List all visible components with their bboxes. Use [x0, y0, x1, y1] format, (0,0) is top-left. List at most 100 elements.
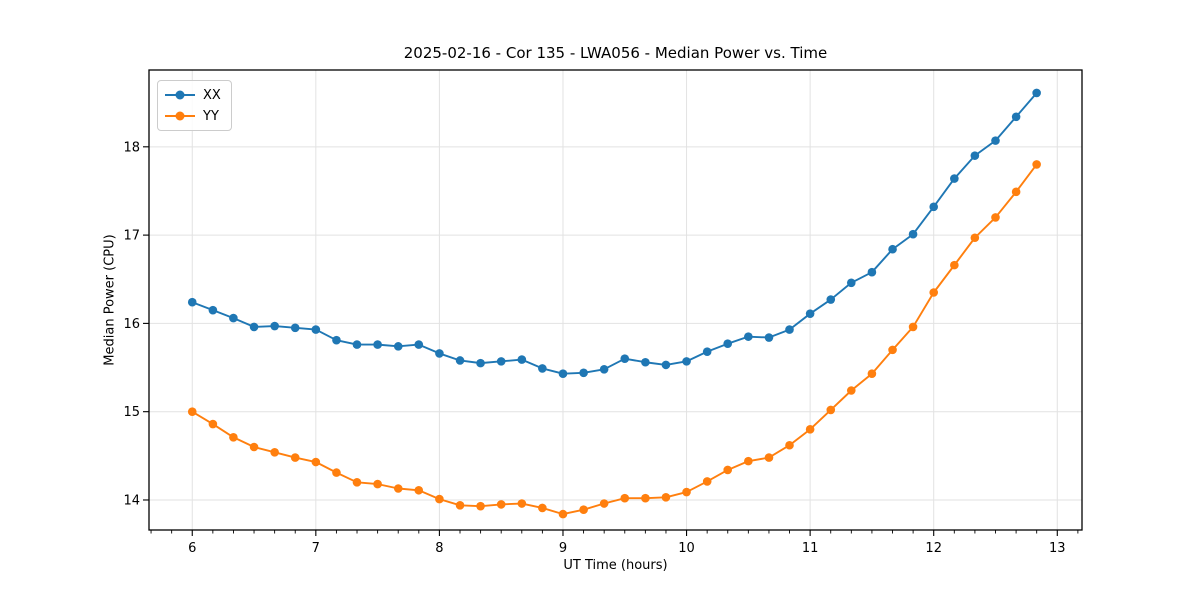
data-point-xx — [908, 229, 918, 239]
data-point-xx — [187, 297, 197, 307]
data-point-xx — [744, 332, 753, 341]
data-point-xx — [414, 340, 424, 349]
data-point-yy — [538, 503, 547, 513]
data-point-yy — [373, 479, 382, 489]
data-point-yy — [208, 419, 218, 429]
chart-title: 2025-02-16 - Cor 135 - LWA056 - Median P… — [403, 44, 828, 62]
data-point-xx — [373, 340, 382, 349]
data-point-xx — [435, 349, 444, 358]
y-tick-label: 16 — [123, 317, 140, 332]
data-point-xx — [1032, 88, 1041, 98]
data-point-yy — [311, 457, 321, 467]
x-tick-label: 8 — [435, 541, 443, 556]
legend-marker-icon — [165, 90, 195, 100]
data-point-yy — [764, 453, 774, 462]
data-point-xx — [682, 357, 691, 366]
data-point-xx — [929, 202, 939, 212]
data-point-yy — [826, 405, 836, 415]
data-point-yy — [435, 494, 444, 504]
data-point-yy — [991, 213, 1000, 222]
data-point-xx — [332, 335, 341, 345]
data-point-xx — [517, 355, 527, 364]
data-point-yy — [702, 477, 712, 486]
data-point-yy — [414, 485, 424, 495]
data-point-yy — [352, 478, 362, 487]
data-point-xx — [455, 356, 465, 365]
x-tick-label: 12 — [925, 541, 942, 556]
data-point-yy — [661, 493, 671, 502]
data-point-yy — [620, 493, 630, 503]
x-tick-label: 7 — [312, 541, 320, 556]
data-point-yy — [888, 345, 897, 355]
data-point-yy — [187, 407, 197, 416]
data-point-yy — [682, 487, 691, 497]
data-point-xx — [641, 357, 650, 367]
x-tick-label: 13 — [1049, 541, 1066, 556]
y-tick-label: 15 — [123, 405, 140, 420]
data-point-xx — [599, 365, 609, 374]
data-point-yy — [558, 509, 568, 519]
data-point-yy — [249, 442, 259, 452]
data-point-xx — [846, 278, 856, 288]
data-point-yy — [723, 465, 733, 475]
legend-entry-yy: YY — [165, 107, 221, 125]
data-point-yy — [476, 501, 485, 511]
x-tick-label: 9 — [559, 541, 567, 556]
data-point-xx — [208, 305, 218, 315]
y-tick-label: 17 — [123, 229, 140, 244]
data-point-xx — [311, 325, 321, 334]
data-point-yy — [393, 484, 403, 493]
y-tick-label: 14 — [123, 493, 140, 508]
data-point-yy — [599, 499, 609, 508]
data-point-yy — [744, 456, 753, 466]
plot-border — [148, 69, 1083, 531]
data-point-xx — [826, 295, 836, 304]
x-axis-label: UT Time (hours) — [563, 558, 668, 573]
data-point-xx — [991, 136, 1000, 145]
data-point-yy — [229, 432, 238, 442]
data-point-xx — [393, 342, 403, 351]
data-point-yy — [908, 322, 918, 332]
data-point-xx — [950, 174, 959, 183]
y-tick-label: 18 — [123, 140, 140, 155]
data-point-xx — [352, 340, 362, 349]
legend-label: YY — [203, 108, 219, 124]
legend: XX YY — [157, 80, 232, 131]
data-point-yy — [517, 499, 527, 508]
data-point-xx — [249, 322, 259, 332]
data-point-xx — [805, 309, 815, 318]
data-point-xx — [476, 358, 485, 368]
data-point-yy — [641, 493, 650, 503]
data-point-xx — [270, 321, 279, 331]
x-tick-label: 6 — [188, 541, 196, 556]
data-point-yy — [290, 453, 300, 462]
x-tick-label: 10 — [678, 541, 695, 556]
x-tick-label: 11 — [802, 541, 819, 556]
data-point-xx — [1011, 112, 1021, 122]
data-point-xx — [661, 360, 671, 370]
y-axis-label: Median Power (CPU) — [102, 234, 118, 366]
data-point-xx — [558, 369, 568, 379]
data-point-xx — [620, 354, 630, 364]
data-point-xx — [290, 323, 300, 333]
data-point-yy — [579, 505, 588, 514]
data-point-yy — [950, 260, 959, 270]
data-point-xx — [888, 244, 897, 254]
data-point-yy — [929, 288, 939, 297]
data-point-xx — [229, 313, 238, 323]
data-point-yy — [1011, 187, 1021, 197]
data-point-xx — [579, 368, 588, 378]
data-point-yy — [455, 500, 465, 510]
data-point-xx — [723, 339, 733, 349]
data-point-xx — [496, 357, 506, 366]
data-point-xx — [702, 347, 712, 356]
data-point-yy — [496, 500, 506, 509]
data-point-xx — [538, 364, 547, 373]
data-point-yy — [805, 425, 815, 434]
legend-label: XX — [203, 87, 221, 103]
data-point-yy — [867, 369, 877, 379]
data-point-yy — [970, 233, 980, 243]
data-point-yy — [846, 386, 856, 395]
